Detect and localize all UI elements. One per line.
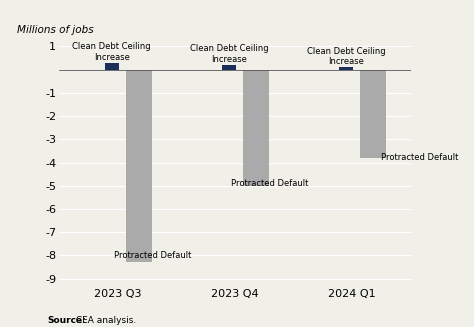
Bar [126,70,152,263]
Bar [360,70,386,158]
Text: Source:: Source: [47,316,86,325]
Text: Millions of jobs: Millions of jobs [17,25,93,35]
Bar [339,67,353,70]
Text: Clean Debt Ceiling
Increase: Clean Debt Ceiling Increase [190,44,268,64]
Text: Protracted Default: Protracted Default [231,179,309,188]
Bar [243,70,269,186]
Bar [222,65,236,70]
Text: Clean Debt Ceiling
Increase: Clean Debt Ceiling Increase [307,47,385,66]
Text: CEA analysis.: CEA analysis. [73,316,137,325]
Text: Protracted Default: Protracted Default [381,153,458,162]
Bar [105,63,119,70]
Text: Clean Debt Ceiling
Increase: Clean Debt Ceiling Increase [73,42,151,61]
Text: Protracted Default: Protracted Default [114,251,191,260]
